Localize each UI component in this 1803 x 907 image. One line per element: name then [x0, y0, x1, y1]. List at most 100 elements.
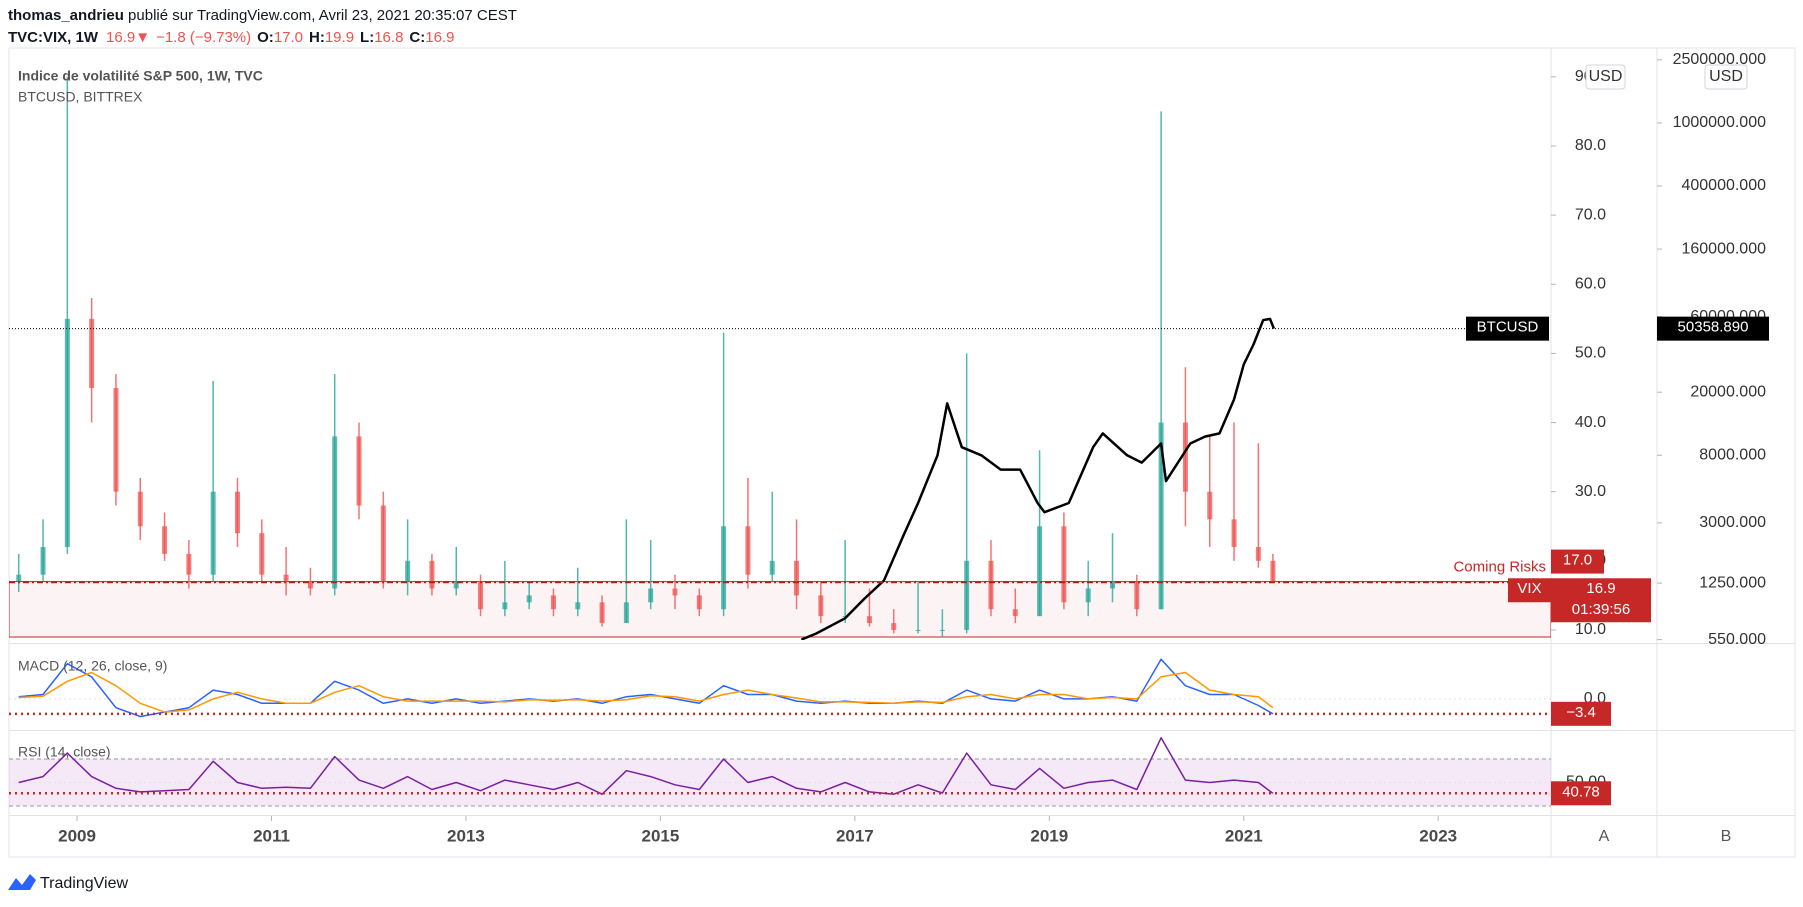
candle-body: [1182, 422, 1188, 492]
unit-box: USD: [1704, 64, 1748, 90]
candle-body: [696, 595, 702, 610]
unit-label: USD: [1709, 68, 1743, 85]
unit-box-bg: [1704, 64, 1748, 90]
candle-body: [1037, 526, 1043, 617]
last-axis-label-box: [1551, 701, 1611, 726]
candle-body: [1231, 519, 1237, 548]
indicator-line: [18, 658, 1274, 718]
x-tick-label: 2023: [1419, 826, 1457, 845]
y-tick-label: 10.0: [1575, 621, 1606, 638]
frame: [8, 47, 1796, 858]
pane-title: Indice de volatilité S&P 500, 1W, TVC: [18, 68, 263, 84]
candle-body: [162, 526, 168, 554]
candle-body: [1061, 526, 1067, 603]
y2-last-label-text: 50358.890: [1678, 319, 1749, 336]
y-tick-label: 40.0: [1575, 414, 1606, 431]
x-tick-label: 2017: [836, 826, 874, 845]
x-tick-label: 2015: [641, 826, 679, 845]
quote-label: O:: [257, 29, 274, 46]
candle-body: [939, 629, 945, 631]
candle-body: [672, 588, 678, 596]
candle-body: [429, 560, 435, 589]
indicator-pane: [9, 737, 1551, 807]
candle-body: [332, 436, 338, 589]
candle-body: [745, 526, 751, 575]
quote-value: 16.9: [425, 29, 454, 46]
last-tag-box: [1508, 578, 1551, 603]
quote-value: 19.9: [325, 29, 354, 46]
candle-body: [1110, 581, 1116, 589]
y2-last-label-box: [1657, 316, 1769, 341]
indicator-pane: [9, 658, 1551, 718]
legend-entry: BTCUSD, BITTREX: [18, 89, 143, 105]
pane-title: RSI (14, close): [18, 744, 111, 760]
symbol: TVC:VIX, 1W: [8, 29, 99, 46]
candle-body: [89, 318, 95, 388]
x-tick-label: 2009: [58, 826, 96, 845]
y2-tick-label: 8000.000: [1699, 447, 1766, 464]
scale-button: B: [1721, 828, 1732, 845]
candle-body: [64, 318, 70, 548]
y-tick-label: 80.0: [1575, 137, 1606, 154]
risk-zone: [9, 581, 1551, 638]
quote-label: L:: [360, 29, 374, 46]
y-tick-label: 70.0: [1575, 206, 1606, 223]
y-tick-label: 30.0: [1575, 483, 1606, 500]
y2-tick-label: 2500000.000: [1673, 51, 1767, 68]
candle-body: [137, 491, 143, 527]
quote-label: H:: [309, 29, 325, 46]
y-tick-label: 50.0: [1575, 345, 1606, 362]
unit-box-bg: [1585, 64, 1626, 90]
candle-body: [550, 595, 556, 610]
x-tick-label: 2019: [1030, 826, 1068, 845]
quote-line: TVC:VIX, 1W 16.9 ▼ −1.8 (−9.73%) O:17.0 H:19.…: [8, 29, 454, 46]
scale-button: A: [1599, 828, 1610, 845]
x-tick-label: 2011: [253, 826, 290, 845]
indicator-line: [18, 671, 1274, 713]
last-tag: VIX: [1508, 578, 1551, 603]
unit-label: USD: [1589, 68, 1623, 85]
candle-body: [599, 602, 605, 624]
candle-body: [210, 491, 216, 575]
quote-value: 16.8: [374, 29, 403, 46]
candle-body: [356, 436, 362, 506]
candle-body: [307, 581, 313, 589]
candle-body: [794, 560, 800, 596]
quote-label: C:: [409, 29, 425, 46]
published: publié sur TradingView.com, Avril 23, 20…: [124, 7, 517, 24]
candle-body: [283, 574, 289, 582]
candle-body: [915, 629, 921, 631]
change: −1.8 (−9.73%): [156, 29, 251, 46]
x-tick-label: 2021: [1225, 826, 1263, 845]
candle-body: [16, 574, 22, 582]
y2-tick-label: 550.000: [1708, 631, 1766, 648]
chart-layer: 2009 2011 2013 2015 2017 2019 2021 2023 A B Coming…: [9, 51, 1769, 845]
zone-axis-label-text: 17.0: [1563, 552, 1592, 569]
candle-body: [502, 602, 508, 610]
y2-tick-label: 3000.000: [1699, 514, 1766, 531]
arrow: ▼: [135, 29, 150, 46]
btc-line: [800, 317, 1276, 640]
logo-icon: [8, 874, 36, 890]
candle-body: [891, 623, 897, 630]
last-tag-text: VIX: [1517, 580, 1541, 597]
last-axis-label-box: [1551, 578, 1651, 623]
zone-axis-label-box: [1551, 549, 1604, 574]
brand: TradingView: [40, 875, 128, 892]
last-axis-label-text: 16.9: [1586, 580, 1615, 597]
candle-body: [234, 491, 240, 534]
candle-body: [769, 560, 775, 575]
candle-body: [405, 560, 411, 582]
y2-tick-label: 20000.000: [1690, 383, 1766, 400]
candle-body: [964, 560, 970, 630]
y2-tick-label: 400000.000: [1681, 177, 1766, 194]
candle-body: [866, 616, 872, 624]
candle-body: [818, 595, 824, 617]
candle-body: [453, 581, 459, 589]
quote-value: 17.0: [274, 29, 303, 46]
y2-tick-label: 1000000.000: [1673, 114, 1767, 131]
last-axis-label-text: 40.78: [1562, 783, 1600, 800]
last-axis-label: 16.9 01:39:56: [1551, 578, 1651, 623]
